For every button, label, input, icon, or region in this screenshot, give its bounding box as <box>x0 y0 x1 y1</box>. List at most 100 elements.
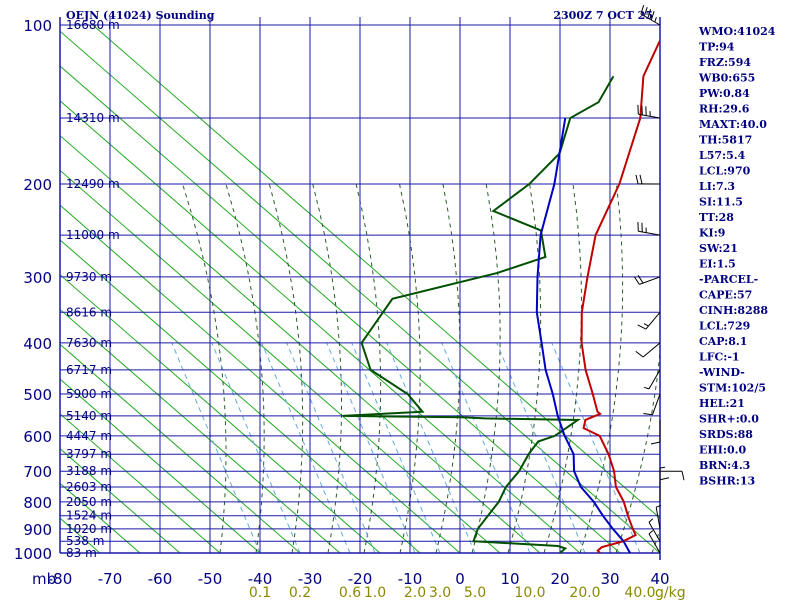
wind-barb <box>659 470 685 481</box>
wind-barb <box>635 342 661 358</box>
temperature-tick-label: 30 <box>600 570 619 588</box>
index-line: SW:21 <box>699 242 738 255</box>
mixing-ratio-tick-label: 0.2 <box>289 585 311 600</box>
wind-barb-flag <box>650 441 661 445</box>
wind-barb-half-flag <box>654 17 657 23</box>
dry-adiabat-line <box>60 239 421 553</box>
wind-barb-flag <box>643 7 648 17</box>
mixing-ratio-tick-label: 2.0 <box>404 585 426 600</box>
mixing-ratio-tick-label: 1.0 <box>364 585 386 600</box>
mixing-ratio-line <box>211 342 301 553</box>
index-line: SHR+:0.0 <box>699 413 759 426</box>
wind-barb-half-flag <box>648 518 654 523</box>
wind-barb-flag <box>681 471 685 481</box>
height-labels: 16680 m 14310 m 12490 m 11000 m 9730 m 8616 m… <box>66 18 120 560</box>
mixing-ratio-line <box>551 342 641 553</box>
index-line: CINH:8288 <box>699 304 768 317</box>
wind-barb-staff <box>652 393 661 415</box>
wind-barb <box>635 174 661 185</box>
index-line: FRZ:594 <box>699 56 751 69</box>
dry-adiabat-line <box>60 100 581 553</box>
pressure-tick-label: 600 <box>23 428 52 446</box>
wind-barb-flag <box>639 174 643 185</box>
pressure-tick-label: 200 <box>23 176 52 194</box>
height-label: 1020 m <box>66 522 112 536</box>
moist-adiabat-line <box>399 183 421 553</box>
temperature-tick-label: 10 <box>500 570 519 588</box>
clipped-grid <box>60 17 660 553</box>
mixing-ratio-tick-label: 0.6 <box>339 585 361 600</box>
wind-barb-staff <box>655 507 661 529</box>
index-line: EHI:0.0 <box>699 444 746 457</box>
wind-barb <box>648 518 661 542</box>
wind-barbs <box>633 5 685 554</box>
pressure-tick-label: 700 <box>23 463 52 481</box>
mixing-ratio-tick-label: 20.0 <box>569 585 600 600</box>
index-line: TH:5817 <box>699 134 752 147</box>
temperature-tick-label: 40 <box>650 570 669 588</box>
dry-adiabat-line <box>60 447 181 553</box>
wind-barb-flag <box>659 477 670 481</box>
wind-barb-half-flag <box>644 386 650 390</box>
height-label: 6717 m <box>66 363 112 377</box>
dry-adiabat-line <box>60 204 461 553</box>
index-line: TT:28 <box>699 211 734 224</box>
dry-adiabat-line <box>60 308 341 553</box>
wind-barb <box>637 311 661 330</box>
height-label: 9730 m <box>66 270 112 284</box>
parcel-path-line <box>535 117 631 553</box>
mixing-ratio-line <box>496 342 586 553</box>
index-line: TP:94 <box>699 41 735 54</box>
wind-barb <box>648 530 661 554</box>
mixing-ratio-line <box>261 342 351 553</box>
mixing-ratio-line <box>441 342 531 553</box>
wind-barb-half-flag <box>659 466 666 469</box>
index-line: WB0:655 <box>698 72 755 85</box>
temperature-tick-label: -40 <box>248 570 273 588</box>
wind-barb-half-flag <box>643 323 649 327</box>
pressure-tick-label: 800 <box>23 494 52 512</box>
wind-barb-flag <box>643 413 653 416</box>
wind-barb <box>655 504 662 529</box>
temperature-line <box>580 38 660 553</box>
index-line: LCL:970 <box>699 165 751 178</box>
moist-adiabat-line <box>471 183 501 553</box>
height-label: 4447 m <box>66 429 112 443</box>
wind-barb-staff <box>642 342 661 358</box>
temperature-tick-label: -20 <box>348 570 373 588</box>
index-line: -WIND- <box>699 366 745 379</box>
grid-lines <box>59 17 661 560</box>
wind-barb <box>644 369 661 390</box>
wind-barb-half-flag <box>656 504 662 508</box>
moist-adiabat-line <box>435 183 461 553</box>
mixing-ratio-line <box>351 342 441 553</box>
index-line: STM:102/5 <box>699 382 766 395</box>
index-line: EI:1.5 <box>699 258 736 271</box>
wind-barb-flag <box>635 174 639 185</box>
temperature-tick-label: -10 <box>398 570 423 588</box>
wind-barb <box>633 275 661 285</box>
pressure-tick-label: 100 <box>23 17 52 35</box>
index-line: BSHR:13 <box>699 475 755 488</box>
mixing-ratio-line <box>171 342 261 553</box>
index-line: CAPE:57 <box>699 289 752 302</box>
wind-barb-staff <box>648 533 661 554</box>
height-label: 11000 m <box>66 228 120 242</box>
dry-adiabat-line <box>60 169 501 553</box>
wind-barb-flag <box>637 324 647 330</box>
dry-adiabat-line <box>60 343 301 553</box>
dry-adiabat-line <box>92 24 660 519</box>
index-line: MAXT:40.0 <box>699 118 767 131</box>
temperature-tick-label: -70 <box>98 570 123 588</box>
temperature-tick-label: 0 <box>455 570 465 588</box>
indices-panel: WMO:41024 TP:94 FRZ:594 WB0:655 PW:0.84 RH:29… <box>698 25 776 488</box>
mixing-ratio-tick-label: 0.1 <box>249 585 271 600</box>
wind-barb <box>640 5 661 26</box>
height-label: 5900 m <box>66 387 112 401</box>
temperature-tick-label: 20 <box>550 570 569 588</box>
wind-barb-staff <box>648 521 661 542</box>
moist-adiabat-line <box>507 183 542 553</box>
dry-adiabat-line <box>60 413 221 553</box>
index-line: SI:11.5 <box>699 196 743 209</box>
